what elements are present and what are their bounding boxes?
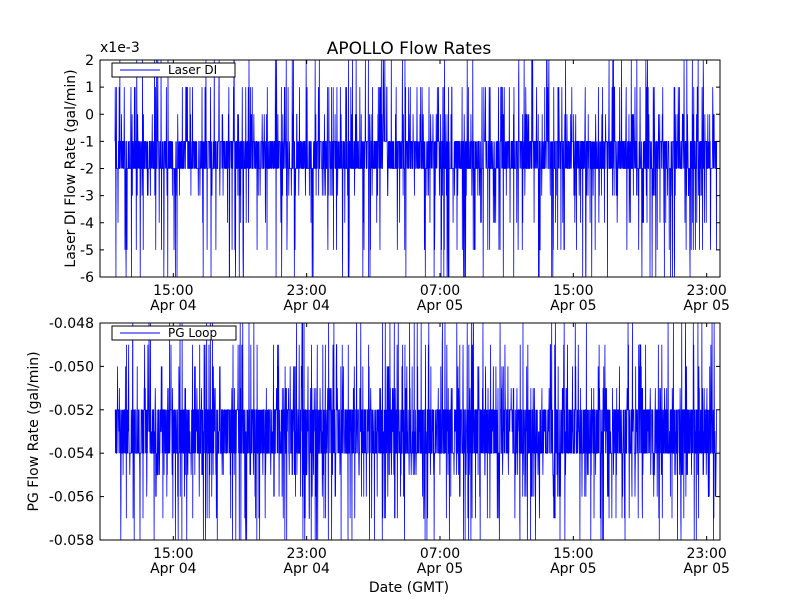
x-tick-label-date: Apr 05 — [550, 298, 596, 314]
x-tick-label-date: Apr 04 — [150, 561, 197, 577]
x-tick-label-date: Apr 05 — [417, 298, 463, 314]
y-tick-label: -5 — [80, 243, 94, 259]
x-tick-label-time: 23:00 — [286, 283, 326, 299]
axes-frame — [99, 322, 721, 541]
y-tick-label: -4 — [80, 216, 94, 232]
legend: PG Loop — [111, 325, 237, 341]
y-tick-label: -0.048 — [49, 316, 94, 332]
legend-label: PG Loop — [168, 326, 217, 340]
y-tick-label: -3 — [80, 189, 94, 205]
x-tick-label-time: 07:00 — [420, 283, 460, 299]
y-tick-label: 0 — [85, 107, 94, 123]
legend: Laser DI — [111, 62, 236, 78]
x-tick-label-time: 23:00 — [686, 283, 726, 299]
x-tick-label-date: Apr 05 — [683, 561, 729, 577]
y-tick-label: 2 — [85, 53, 94, 69]
x-tick-label-date: Apr 04 — [283, 561, 330, 577]
x-tick-label-time: 15:00 — [153, 546, 193, 562]
legend-box — [111, 325, 237, 341]
x-tick-label-time: 15:00 — [553, 546, 593, 562]
y-tick-label: -1 — [80, 134, 94, 150]
y-offset-label: x1e-3 — [100, 40, 140, 56]
y-tick-label: -0.054 — [49, 446, 94, 462]
x-axis-label: Date (GMT) — [369, 580, 449, 596]
x-tick-label-time: 07:00 — [420, 546, 460, 562]
subplot-2: -0.048 -0.050 -0.052 -0.054 -0.056 -0.058 15:0… — [26, 316, 730, 577]
y-tick-label: -6 — [80, 270, 94, 286]
y-tick-label: 1 — [85, 80, 94, 96]
y-tick-label: -2 — [80, 162, 94, 178]
y-axis-label: PG Flow Rate (gal/min) — [26, 351, 42, 511]
x-tick-label-time: 15:00 — [553, 283, 593, 299]
x-tick-label-date: Apr 05 — [683, 298, 729, 314]
legend-box — [111, 62, 236, 78]
y-tick-label: -0.056 — [49, 490, 94, 506]
x-tick-label-time: 23:00 — [686, 546, 726, 562]
series-line-laser-di — [114, 60, 718, 277]
x-tick-label-time: 23:00 — [286, 546, 326, 562]
x-tick-label-date: Apr 04 — [283, 298, 330, 314]
legend-label: Laser DI — [168, 63, 217, 77]
y-axis-label: Laser DI Flow Rate (gal/min) — [63, 69, 79, 267]
y-tick-label: -0.050 — [49, 359, 94, 375]
series-line-pg-loop — [114, 323, 718, 540]
x-tick-label-date: Apr 05 — [417, 561, 463, 577]
y-tick-label: -0.052 — [49, 403, 94, 419]
x-tick-label-date: Apr 05 — [550, 561, 596, 577]
x-tick-label-date: Apr 04 — [150, 298, 197, 314]
chart-title: APOLLO Flow Rates — [327, 39, 492, 59]
x-tick-label-time: 15:00 — [153, 283, 193, 299]
y-tick-label: -0.058 — [49, 533, 94, 549]
